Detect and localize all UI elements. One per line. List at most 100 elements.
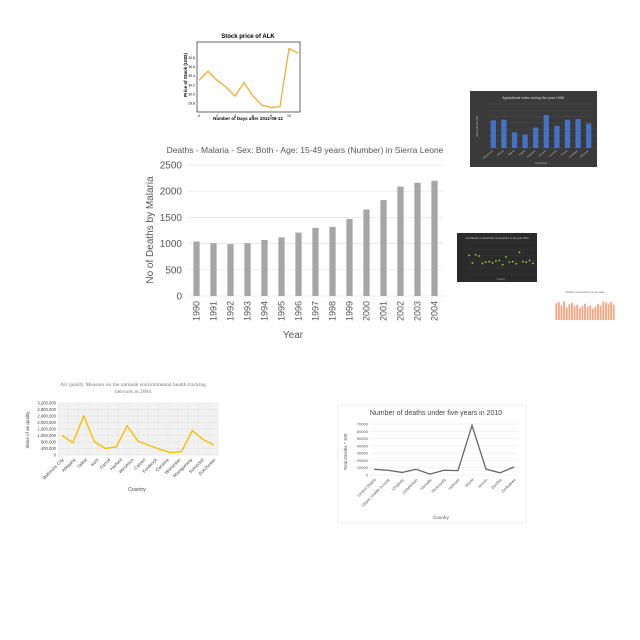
orange-bar [587,307,589,320]
scatter-point [478,255,480,257]
stock-background [178,30,306,130]
under5-ytick: 60000 [357,429,369,434]
orange-bar [597,304,599,320]
orange-bar [584,304,586,320]
orange-bar [579,308,581,320]
orange-bar [592,309,594,321]
scatter-title: Contribution of fossil fuel consumption … [465,236,529,240]
scatter-point [468,255,470,257]
stock-xtick: 10 [287,114,291,118]
air-xtick: Calvert [133,457,147,471]
under5-frame [338,405,526,523]
under5-xtick: Upper middle income [360,477,391,508]
orange-bar [605,302,607,320]
scatter-point [529,259,531,261]
malaria-ylabel: No of Deaths by Malaria [145,176,156,284]
malaria-bar [363,210,369,296]
orange-bar [574,306,576,320]
malaria-ytick: 0 [176,292,182,303]
air-ytick: 0 [54,453,57,458]
air-plot-bg [58,403,218,455]
air-title-line2: network in 2004 [115,389,151,395]
stock-xtick: 0 [198,114,200,118]
agri-xtick: Armenia [538,149,547,157]
air-xtick: Caroline [155,457,171,473]
orange-bar [558,302,560,320]
air-ytick: 2,800,000 [37,407,56,412]
air-series-line [62,416,214,453]
scatter-point [519,251,521,253]
malaria-xtick: 1997 [311,301,321,321]
scatter-point [492,262,494,264]
malaria-bar [210,243,216,296]
agri-xtick: Azerbaijan [568,149,579,159]
agri-plot: Agricultural index during the year 1998 A… [470,91,597,167]
scatter-point [512,261,514,263]
under5-ytick: 20000 [357,458,369,463]
malaria-bar [295,233,301,296]
stock-title: Stock price of ALK [221,34,275,40]
agri-bar [565,120,570,148]
malaria-bar [312,228,318,296]
scatter-point [482,263,484,265]
orange-bar [600,306,602,320]
orange-bar [589,305,591,320]
orange-bar [595,307,597,320]
agri-bar [501,120,506,148]
malaria-xtick: 2002 [396,301,406,321]
under5-ytick: 30000 [357,451,369,456]
malaria-bar [431,181,437,296]
air-xtick: Carroll [99,457,112,470]
agri-xtick: Afghanistan [482,149,494,160]
malaria-xtick: 1991 [209,301,219,321]
air-ytick: 400,000 [41,446,57,451]
air-ytick: 3,200,000 [37,401,56,406]
orange-bar [571,303,573,320]
malaria-bar [380,200,386,296]
malaria-ytick: 2500 [160,161,183,172]
agri-xtick: Angola [518,149,526,157]
scatter-point [471,262,473,264]
orange-bar [566,307,568,320]
malaria-xtick: 1995 [277,301,287,321]
malaria-xtick: 1990 [192,301,202,321]
air-ytick: 800,000 [41,440,57,445]
malaria-xtick: 2004 [430,301,440,321]
malaria-bar [261,240,267,296]
stock-ytick: 29.8 [188,101,195,105]
orange-bar [602,302,604,320]
malaria-xtick: 2001 [379,301,389,321]
stock-xtick: 8 [270,114,272,118]
malaria-bar [227,244,233,296]
under5-title: Number of deaths under five years in 201… [370,410,502,417]
malaria-xlabel: Year [283,330,304,341]
agri-title: Agricultural index during the year 1998 [502,96,564,100]
stock-ytick: 30.2 [188,83,195,87]
orange-bar [576,305,578,320]
malaria-xtick: 1994 [260,301,270,321]
under5-xtick: Vietnam [447,477,461,491]
agri-bar [491,120,496,148]
air-ytick: 2,400,000 [37,414,56,419]
malaria-xtick: 2003 [413,301,423,321]
scatter-point [505,256,507,258]
agri-xtick: Bahamas [580,149,590,158]
malaria-ytick: 1000 [160,239,183,250]
scatter-point [488,261,490,263]
under5-xtick: Uzbekistan [401,477,419,495]
air-xtick: Allegany [61,457,77,473]
orange-background [549,287,617,329]
under5-xtick: Zimbabwe [500,477,517,494]
under5-xtick: United States [356,477,377,498]
scatter-point [532,263,534,265]
under5-xtick: World [464,477,475,488]
scatter-point [495,260,497,262]
air-xtick: Dorchester [198,457,217,476]
air-xtick: Worcester [164,457,182,475]
air-title-line1: Air quality Measure on the national envi… [60,382,206,388]
agri-bar [533,128,538,148]
malaria-bar [329,227,335,296]
